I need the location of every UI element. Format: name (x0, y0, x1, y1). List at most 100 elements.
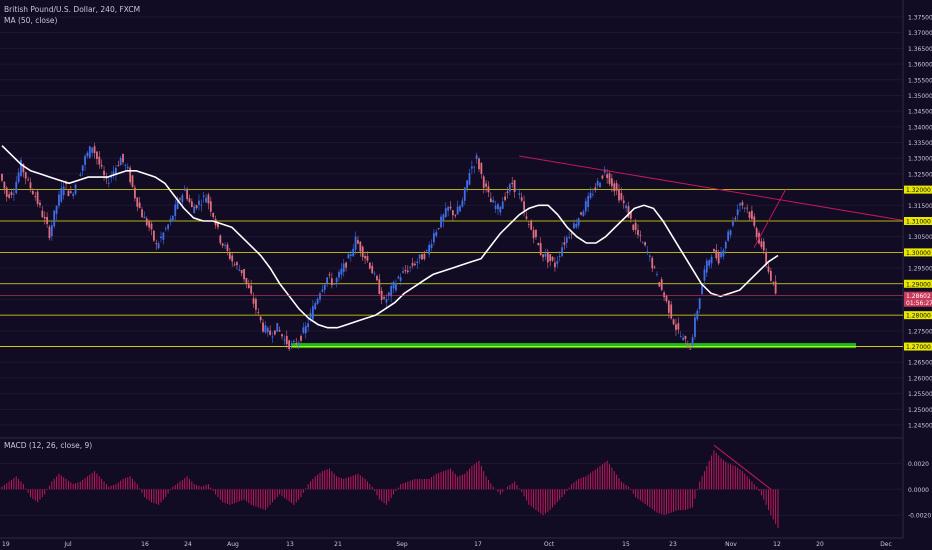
candle-body (418, 254, 421, 259)
level-price-label: 1.29000 (906, 281, 931, 288)
candle-body (466, 180, 469, 189)
candle-body (478, 158, 480, 170)
time-tick-label: 24 (184, 541, 192, 548)
candle-body (162, 232, 165, 240)
candle-body (667, 300, 670, 313)
candle-body (274, 330, 276, 335)
candle-body (573, 223, 575, 229)
candle-body (107, 183, 110, 184)
candle-body (281, 334, 283, 337)
candle-body (615, 183, 618, 191)
candle-body (226, 244, 229, 251)
candle-body (473, 166, 476, 168)
chart-title: British Pound/U.S. Dollar, 240, FXCM (4, 5, 141, 14)
candle-body (715, 249, 718, 259)
candle-body (181, 195, 184, 203)
price-tick-label: 1.33500 (908, 140, 932, 147)
candle-body (575, 224, 578, 228)
candle-body (511, 182, 514, 185)
candle-body (368, 262, 371, 269)
candle-body (148, 220, 151, 228)
candle-body (20, 159, 22, 176)
candle-body (48, 226, 51, 239)
candle-body (176, 198, 179, 209)
candle-body (29, 182, 32, 189)
candle-body (651, 257, 654, 269)
candle-body (679, 336, 682, 338)
candle-body (243, 269, 245, 280)
candle-body (641, 242, 644, 244)
price-tick-label: 1.29500 (908, 266, 932, 273)
candle-body (62, 186, 65, 196)
candle-body (610, 178, 613, 187)
candle-body (743, 207, 746, 209)
candle-body (696, 310, 699, 320)
candle-body (276, 323, 279, 332)
candle-body (141, 209, 143, 218)
candle-body (698, 298, 701, 309)
price-tick-label: 1.33000 (908, 156, 932, 163)
price-tick-label: 1.37000 (908, 30, 932, 37)
candle-body (748, 211, 751, 218)
candle-body (769, 270, 772, 281)
candle-body (705, 260, 708, 273)
price-tick-label: 1.25500 (908, 391, 932, 398)
candle-body (670, 304, 673, 319)
level-price-tag (904, 185, 932, 194)
price-tick-label: 1.30500 (908, 234, 932, 241)
candle-body (100, 164, 103, 167)
ma-50-line (1, 145, 779, 329)
candle-body (646, 251, 649, 253)
time-tick-label: 20 (816, 541, 824, 548)
candle-body (319, 293, 321, 300)
candle-body (112, 171, 115, 175)
candle-body (608, 173, 611, 184)
candle-body (231, 255, 234, 262)
candle-body (746, 207, 749, 209)
candle-body (549, 254, 552, 262)
candle-body (501, 201, 504, 209)
candle-body (72, 193, 75, 196)
candle-body (217, 222, 219, 228)
candle-body (292, 340, 295, 343)
candle-body (542, 254, 544, 258)
candle-body (551, 256, 554, 261)
candle-body (423, 253, 426, 259)
candle-body (684, 335, 687, 340)
candle-body (67, 190, 70, 197)
candle-body (622, 200, 625, 203)
candle-body (409, 266, 412, 268)
candle-body (209, 201, 212, 212)
price-tick-label: 1.36000 (908, 62, 932, 69)
candle-body (278, 330, 281, 332)
candle-body (762, 241, 765, 251)
candle-body (694, 317, 696, 337)
candle-body (570, 233, 573, 235)
candle-body (658, 282, 661, 287)
candle-body (554, 262, 556, 268)
candle-body (86, 152, 89, 157)
candle-body (376, 276, 378, 281)
candle-body (150, 223, 153, 230)
price-tick-label: 1.34000 (908, 124, 932, 131)
time-tick-label: 16 (141, 541, 149, 548)
candle-body (252, 298, 255, 304)
level-price-tag (904, 217, 932, 225)
candle-body (587, 195, 590, 208)
candle-body (734, 218, 737, 219)
candle-body (117, 165, 120, 166)
candle-body (722, 250, 725, 257)
candle-body (247, 284, 250, 289)
candle-body (480, 163, 483, 174)
candle-body (74, 184, 77, 194)
candle-body (236, 262, 238, 266)
time-tick-label: Jul (63, 541, 72, 548)
candle-body (133, 187, 136, 199)
chart-legend: British Pound/U.S. Dollar, 240, FXCM MA … (4, 4, 140, 26)
candle-body (440, 216, 442, 228)
time-tick-label: Sep (396, 541, 408, 548)
candle-body (160, 236, 162, 238)
candle-body (682, 337, 684, 341)
candle-body (157, 243, 160, 249)
